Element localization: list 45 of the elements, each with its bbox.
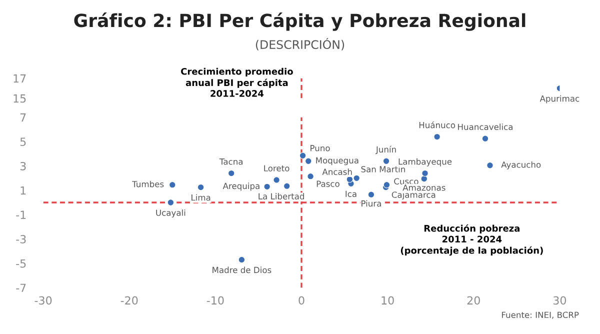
annotation: Huancavelica bbox=[458, 124, 512, 130]
annotation: Cajamarca bbox=[392, 191, 436, 200]
x-tick-label: 10 bbox=[382, 296, 394, 305]
chart-subtitle: (DESCRIPCIÓN) bbox=[256, 38, 344, 50]
annotation: La Libertad bbox=[258, 193, 304, 200]
y-tick-label: 5 bbox=[20, 138, 26, 146]
x-tick-label: -20 bbox=[120, 296, 138, 305]
x-axis-title: Reducción pobreza 2011 - 2024 (porcentaje de la población) bbox=[400, 224, 543, 256]
y-tick-label: 3 bbox=[20, 162, 26, 170]
chart-title: Gráfico 2: PBI Per Cápita y Pobreza Regional bbox=[74, 12, 526, 31]
y-tick-label: -5 bbox=[16, 259, 26, 268]
annotation: Lambayeque bbox=[398, 158, 452, 166]
annotation: Tacna bbox=[219, 158, 242, 165]
annotation: Ucayali bbox=[156, 209, 186, 218]
y-tick-label: -1 bbox=[16, 210, 26, 219]
x-tick-label: -30 bbox=[34, 296, 52, 305]
annotation: Tumbes bbox=[132, 180, 164, 188]
annotation: Ancash bbox=[322, 168, 352, 175]
annotation: Madre de Dios bbox=[212, 266, 272, 274]
annotation: Huánuco bbox=[419, 121, 456, 128]
annotation: Puno bbox=[310, 145, 330, 152]
y-tick-label: 7 bbox=[20, 113, 26, 122]
annotation: Loreto bbox=[264, 165, 290, 172]
x-tick-label: 0 bbox=[298, 296, 304, 305]
x-tick-label: 20 bbox=[467, 296, 480, 305]
y-tick-label: 17 bbox=[14, 74, 26, 83]
y-axis-title: Crecimiento promedio anual PBI per cápita 2011-2024 bbox=[181, 68, 293, 97]
annotation: Apurimac bbox=[540, 95, 580, 104]
annotation: Pasco bbox=[316, 180, 340, 187]
annotation: Amazonas bbox=[402, 184, 446, 191]
y-tick-label: 15 bbox=[14, 94, 26, 103]
x-tick-label: 30 bbox=[553, 296, 566, 305]
annotation: Lima bbox=[192, 194, 210, 201]
y-tick-label: 1 bbox=[20, 186, 26, 195]
annotation: Ica bbox=[346, 190, 356, 198]
annotation: Arequipa bbox=[222, 182, 260, 191]
annotation: San Martin bbox=[361, 166, 405, 172]
source-note: Fuente: INEI, BCRP bbox=[502, 312, 579, 319]
annotation: Moquegua bbox=[316, 157, 358, 166]
y-tick-label: -7 bbox=[16, 284, 26, 292]
annotation: Piura bbox=[362, 200, 381, 207]
annotation: Junín bbox=[376, 146, 396, 154]
annotation: Ayacucho bbox=[501, 161, 541, 170]
x-tick-label: -10 bbox=[206, 296, 224, 305]
y-tick-label: -3 bbox=[16, 234, 26, 244]
